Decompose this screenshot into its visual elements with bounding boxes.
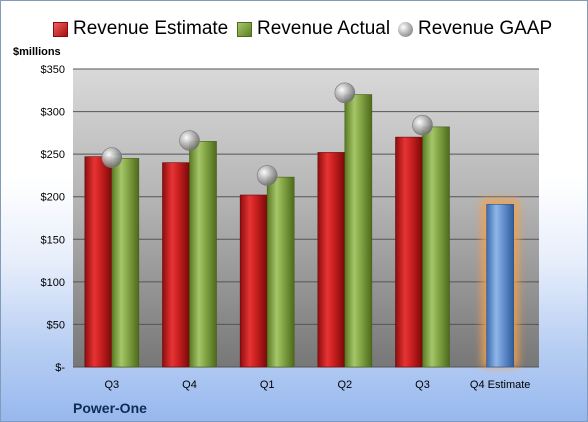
legend-item-estimate: Revenue Estimate <box>53 16 228 42</box>
bar-revenue-actual <box>344 94 373 368</box>
x-tick-label: Q3 <box>415 379 430 391</box>
bar-revenue-estimate <box>317 152 346 368</box>
x-tick-label: Q2 <box>337 379 352 391</box>
bar-revenue-estimate <box>239 194 268 368</box>
legend-item-gaap: Revenue GAAP <box>398 16 552 42</box>
legend-swatch-estimate <box>53 21 68 37</box>
company-name: Power-One <box>73 400 147 416</box>
y-tick-label: $- <box>55 362 65 374</box>
bar-revenue-estimate <box>395 136 423 368</box>
legend-item-actual: Revenue Actual <box>237 16 390 42</box>
marker-revenue-gaap <box>179 130 200 151</box>
x-axis-ticks: Q3 Q4 Q1 Q2 Q3 Q4 Estimate <box>104 379 530 391</box>
legend-label-estimate: Revenue Estimate <box>73 18 229 39</box>
bar-revenue-estimate <box>162 162 190 368</box>
y-tick-label: $300 <box>41 107 65 119</box>
y-axis-unit-label: $millions <box>13 46 61 58</box>
x-tick-label: Q3 <box>104 379 119 391</box>
y-tick-label: $350 <box>41 64 65 76</box>
x-tick-label: Q4 <box>182 379 197 391</box>
x-tick-label: Q1 <box>260 379 275 391</box>
y-tick-label: $250 <box>41 149 65 161</box>
y-tick-label: $50 <box>47 319 65 331</box>
gaap-markers <box>101 82 433 186</box>
legend-label-gaap: Revenue GAAP <box>418 18 553 39</box>
bar-revenue-actual <box>111 158 140 368</box>
marker-revenue-gaap <box>412 114 433 136</box>
y-tick-label: $200 <box>41 192 65 204</box>
bar-revenue-estimate <box>84 156 113 368</box>
bar-revenue-actual <box>266 176 295 368</box>
bar-revenue-actual <box>422 126 450 368</box>
legend-swatch-actual <box>237 21 252 37</box>
legend-swatch-gaap <box>398 21 413 37</box>
marker-revenue-gaap <box>101 147 123 168</box>
bars <box>84 94 519 368</box>
marker-revenue-gaap <box>256 165 278 186</box>
y-axis-ticks: $- $50 $100 $150 $200 $250 $300 $350 <box>41 64 66 374</box>
legend: Revenue Estimate Revenue Actual Revenue … <box>1 16 587 42</box>
bar-revenue-actual <box>189 141 217 368</box>
marker-revenue-gaap <box>334 82 356 104</box>
plot-area <box>73 69 539 367</box>
gridlines <box>73 68 539 368</box>
y-tick-label: $100 <box>41 277 65 289</box>
x-tick-label: Q4 Estimate <box>470 379 531 391</box>
y-tick-label: $150 <box>41 234 65 246</box>
legend-label-actual: Revenue Actual <box>257 18 391 39</box>
bar-q4-estimate <box>486 204 514 368</box>
